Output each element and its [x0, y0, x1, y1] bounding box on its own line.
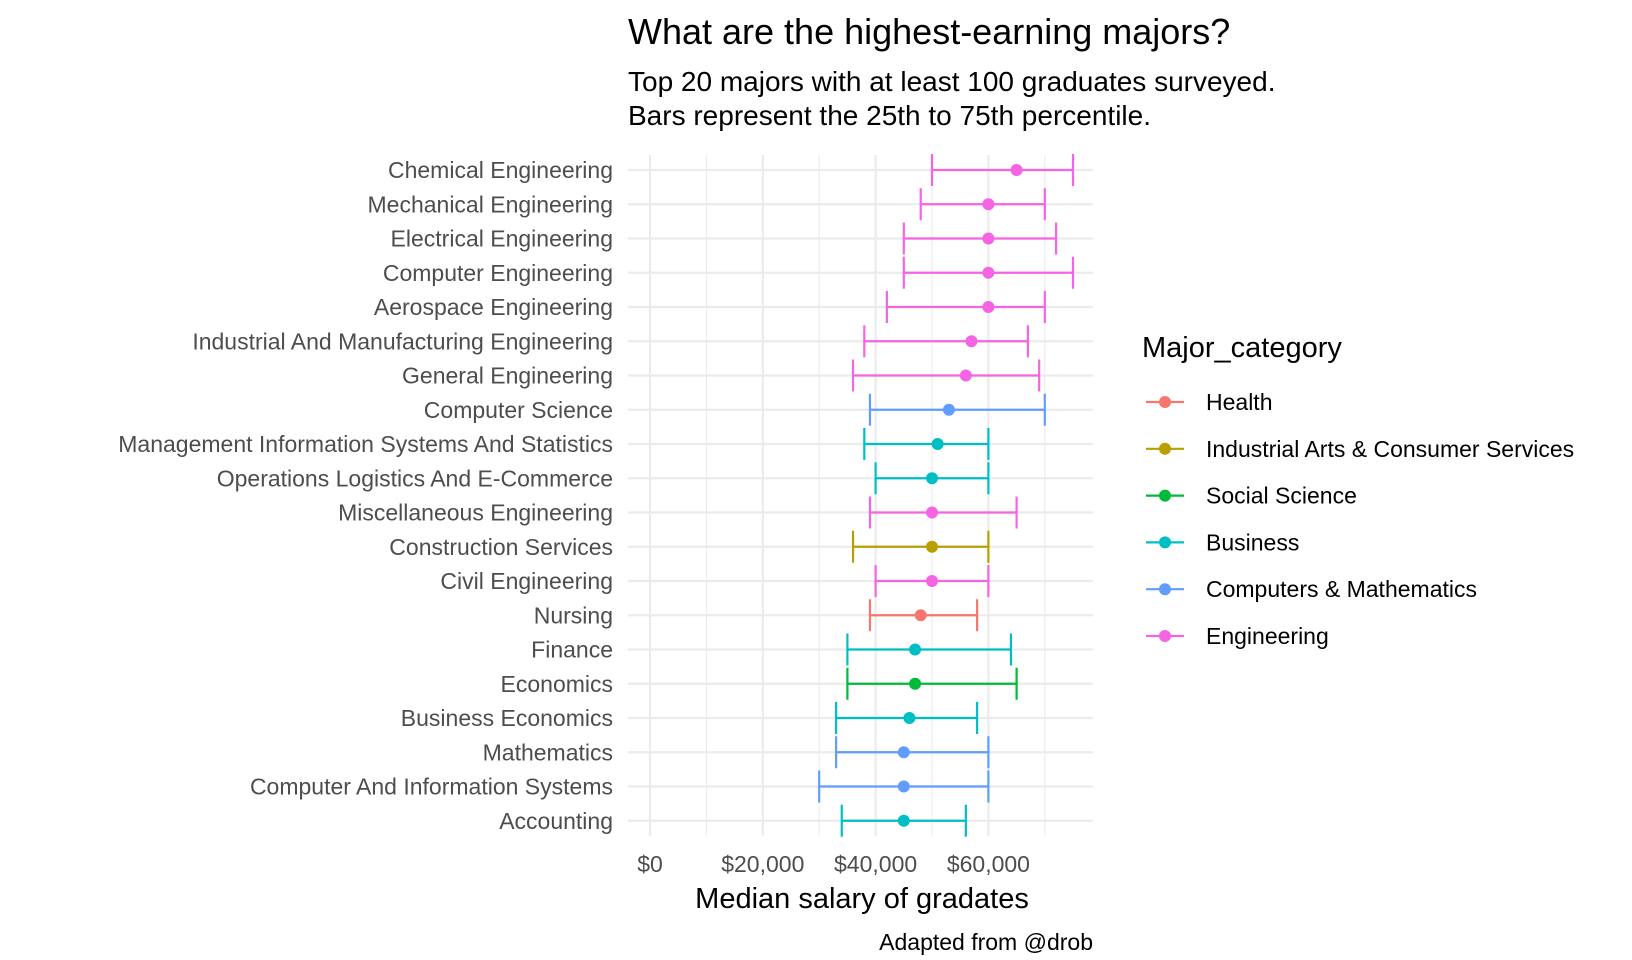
- legend-entry: Industrial Arts & Consumer Services: [1146, 436, 1574, 462]
- chart-caption: Adapted from @drob: [879, 929, 1093, 955]
- median-point: [982, 198, 995, 211]
- legend-entry: Business: [1146, 529, 1299, 555]
- median-point: [909, 643, 922, 656]
- legend-label: Social Science: [1206, 483, 1357, 509]
- grid: [628, 155, 1093, 836]
- x-axis-labels: $0 $20,000 $40,000 $60,000: [637, 851, 1030, 877]
- legend-label: Computers & Mathematics: [1206, 576, 1477, 602]
- y-tick-label: Business Economics: [401, 705, 613, 731]
- y-tick-label: Management Information Systems And Stati…: [118, 431, 613, 457]
- errorbar-row: [874, 565, 990, 597]
- y-tick-label: Miscellaneous Engineering: [338, 500, 613, 526]
- y-tick-label: Chemical Engineering: [388, 157, 613, 183]
- legend-label: Business: [1206, 529, 1299, 555]
- legend-label: Engineering: [1206, 623, 1329, 649]
- y-tick-label: Mechanical Engineering: [368, 191, 614, 217]
- legend-entry: Health: [1146, 389, 1272, 415]
- legend-entry: Computers & Mathematics: [1146, 576, 1477, 602]
- legend-key-point: [1159, 536, 1171, 549]
- legend-entry: Social Science: [1146, 483, 1357, 509]
- errorbar-row: [846, 667, 1018, 700]
- legend-key-point: [1159, 489, 1171, 502]
- legend-key-point: [1159, 396, 1171, 408]
- median-point: [959, 369, 972, 382]
- y-axis-labels: Chemical Engineering Mechanical Engineeri…: [118, 157, 613, 834]
- errorbar-row: [868, 393, 1046, 426]
- errorbar-row: [846, 633, 1013, 666]
- errorbar-row: [851, 530, 990, 563]
- median-point: [1010, 164, 1023, 176]
- errorbar-row: [902, 222, 1058, 255]
- chart-subtitle-line-1: Top 20 majors with at least 100 graduate…: [628, 66, 1275, 97]
- median-point: [909, 677, 922, 690]
- median-point: [982, 232, 995, 245]
- errorbar-row: [902, 256, 1075, 289]
- legend-title: Major_category: [1142, 332, 1342, 364]
- median-point: [982, 266, 995, 279]
- median-point: [926, 506, 938, 519]
- errorbar-row: [863, 428, 990, 460]
- chart-title: What are the highest-earning majors?: [628, 11, 1230, 52]
- legend-label: Industrial Arts & Consumer Services: [1206, 436, 1574, 462]
- median-point: [926, 472, 938, 485]
- y-tick-label: Mathematics: [483, 739, 613, 765]
- median-point: [914, 609, 927, 622]
- legend-key-point: [1159, 442, 1171, 455]
- y-tick-label: Finance: [531, 637, 613, 663]
- legend-key-point: [1159, 583, 1171, 596]
- y-tick-label: Computer Science: [424, 397, 613, 423]
- x-tick-label: $0: [637, 851, 663, 877]
- median-point: [931, 438, 944, 450]
- x-tick-label: $60,000: [947, 851, 1030, 877]
- median-point: [926, 540, 938, 553]
- legend-entry: Engineering: [1146, 623, 1329, 649]
- errorbar-row: [868, 599, 979, 632]
- median-point: [965, 335, 978, 348]
- y-tick-label: Civil Engineering: [440, 568, 613, 594]
- errorbar-row: [840, 804, 967, 837]
- x-tick-label: $20,000: [721, 851, 804, 877]
- errorbar-row: [930, 154, 1075, 186]
- x-tick-label: $40,000: [834, 851, 917, 877]
- y-tick-label: Aerospace Engineering: [374, 294, 613, 320]
- errorbar-row: [919, 188, 1046, 221]
- errorbar-row: [863, 325, 1029, 358]
- legend-label: Health: [1206, 389, 1272, 415]
- y-tick-label: General Engineering: [402, 363, 613, 389]
- y-tick-label: Nursing: [534, 602, 613, 628]
- median-point: [942, 403, 955, 416]
- chart-subtitle-line-2: Bars represent the 25th to 75th percenti…: [628, 100, 1151, 131]
- errorbar-row: [874, 462, 990, 495]
- errorbar-row: [868, 496, 1018, 529]
- errorbar-row: [818, 770, 990, 803]
- y-tick-label: Industrial And Manufacturing Engineering: [192, 328, 613, 354]
- y-tick-label: Computer Engineering: [383, 260, 613, 286]
- errorbar-row: [851, 359, 1041, 392]
- y-tick-label: Electrical Engineering: [391, 226, 613, 252]
- errorbar-row: [835, 702, 979, 734]
- y-tick-label: Computer And Information Systems: [250, 774, 613, 800]
- median-point: [903, 712, 916, 724]
- median-point: [897, 814, 910, 827]
- errorbar-row: [885, 291, 1046, 323]
- error-bars: [818, 154, 1075, 837]
- median-point: [897, 780, 910, 793]
- median-point: [897, 746, 910, 759]
- errorbar-row: [835, 736, 990, 769]
- y-tick-label: Construction Services: [389, 534, 613, 560]
- median-point: [982, 301, 995, 313]
- legend-key-point: [1159, 630, 1171, 642]
- y-tick-label: Operations Logistics And E-Commerce: [217, 465, 613, 491]
- median-point: [926, 575, 938, 587]
- x-axis-title: Median salary of gradates: [695, 883, 1029, 915]
- y-tick-label: Economics: [501, 671, 613, 697]
- y-tick-label: Accounting: [499, 808, 613, 834]
- legend: Major_category Health Industrial Arts & C…: [1142, 332, 1574, 649]
